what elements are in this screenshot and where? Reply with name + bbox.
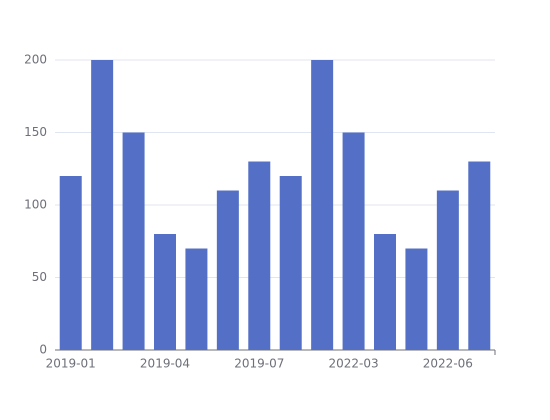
bar: [91, 60, 114, 350]
y-tick-label: 200: [24, 53, 47, 67]
bar: [374, 234, 396, 350]
x-tick-label: 2022-03: [329, 357, 379, 371]
bar: [248, 161, 271, 350]
x-tick-label: 2022-06: [423, 357, 473, 371]
bar: [59, 176, 82, 350]
bar: [405, 248, 428, 350]
x-tick-label: 2019-01: [46, 357, 96, 371]
y-tick-label: 0: [39, 343, 47, 357]
bar: [342, 132, 365, 350]
bar: [216, 190, 239, 350]
bar: [311, 60, 334, 350]
x-tick-label: 2019-04: [140, 357, 190, 371]
y-tick-label: 100: [24, 198, 47, 212]
bar: [154, 234, 176, 350]
bar: [122, 132, 145, 350]
bar: [185, 248, 208, 350]
bar: [436, 190, 459, 350]
bar: [468, 161, 491, 350]
bar: [279, 176, 302, 350]
y-tick-label: 150: [24, 125, 47, 139]
x-tick-label: 2019-07: [234, 357, 284, 371]
y-tick-label: 50: [32, 270, 47, 284]
